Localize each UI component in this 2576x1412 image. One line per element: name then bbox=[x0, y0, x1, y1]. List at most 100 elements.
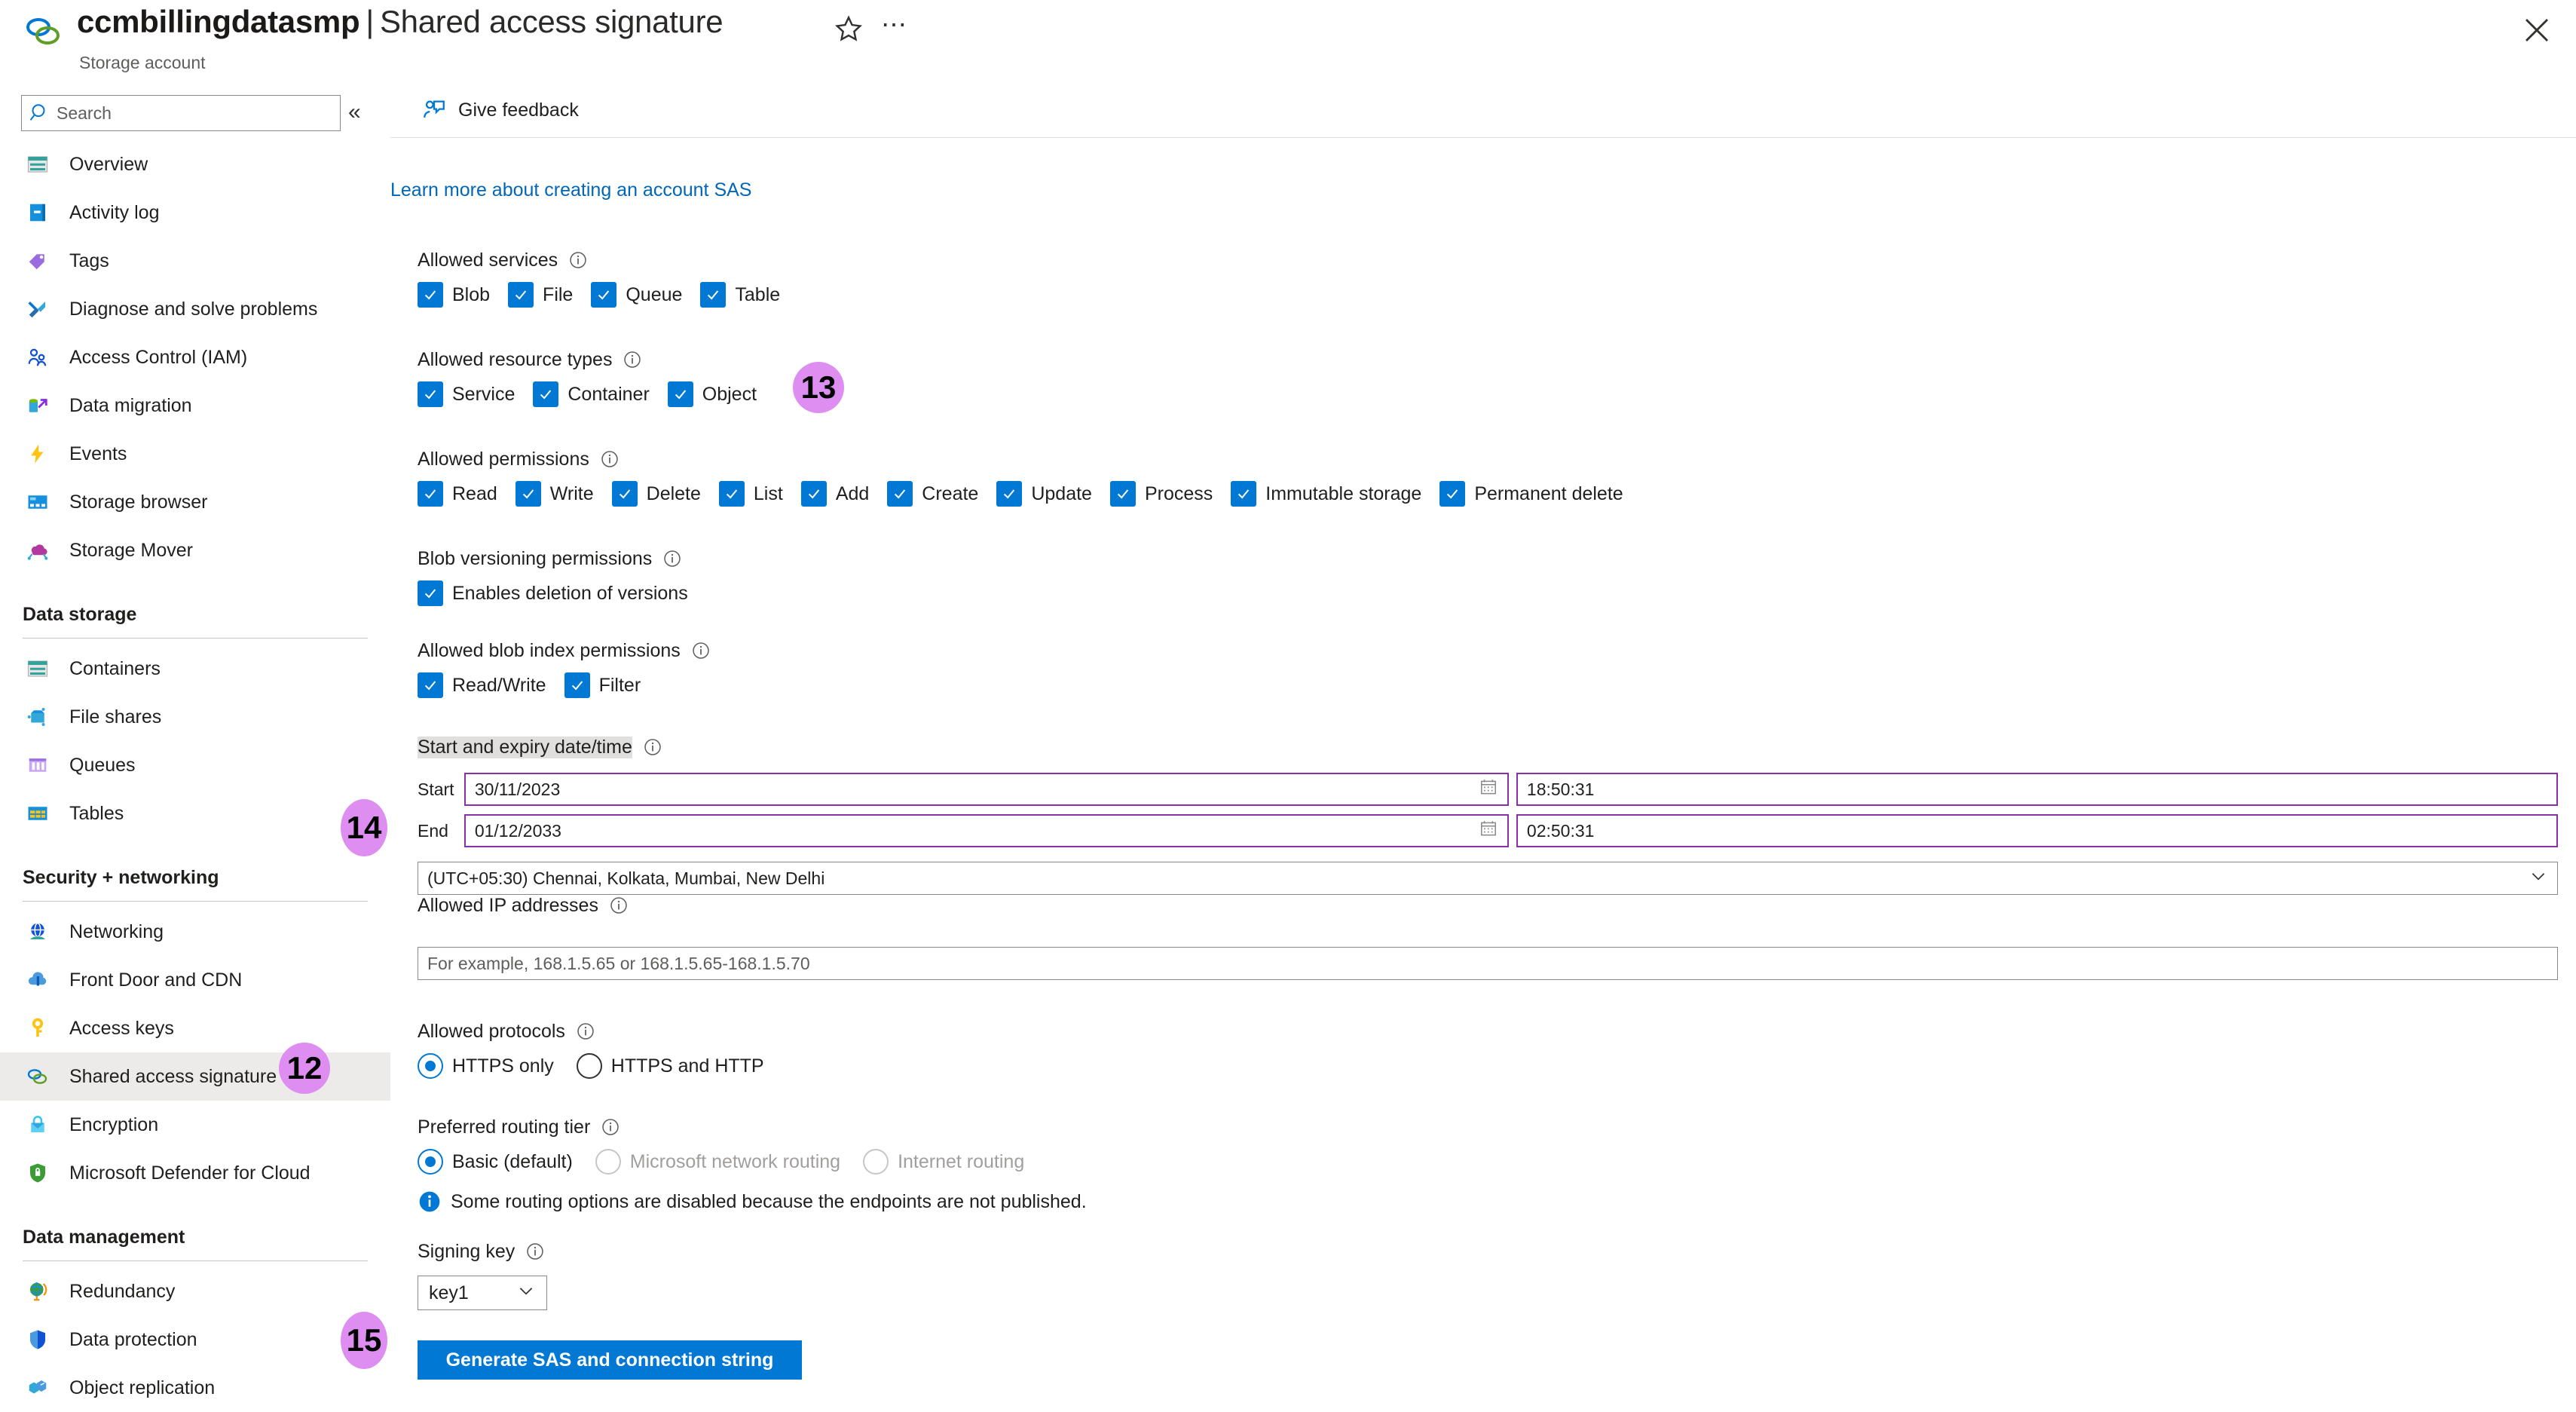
sidebar-item-tables[interactable]: Tables bbox=[0, 789, 390, 838]
check-icon[interactable] bbox=[1231, 481, 1257, 507]
check-icon[interactable] bbox=[1109, 481, 1136, 507]
chevron-down-icon[interactable] bbox=[516, 1281, 536, 1306]
info-icon[interactable] bbox=[599, 1116, 622, 1138]
checkbox-read-write[interactable]: Read/Write bbox=[418, 672, 546, 698]
sidebar-item-encryption[interactable]: Encryption bbox=[0, 1101, 390, 1149]
sidebar-item-overview[interactable]: Overview bbox=[0, 140, 390, 188]
search-input[interactable] bbox=[55, 103, 319, 124]
checkbox-permanent-delete[interactable]: Permanent delete bbox=[1439, 481, 1623, 507]
calendar-icon[interactable] bbox=[1479, 777, 1498, 801]
start-date-input[interactable]: 30/11/2023 bbox=[463, 773, 1509, 806]
info-icon[interactable] bbox=[574, 1020, 597, 1043]
start-time-input[interactable]: 18:50:31 bbox=[1516, 773, 2558, 806]
sidebar-item-data-protection[interactable]: Data protection bbox=[0, 1316, 390, 1364]
checkbox-queue[interactable]: Queue bbox=[591, 282, 682, 308]
checkbox-immutable-storage[interactable]: Immutable storage bbox=[1231, 481, 1421, 507]
sidebar-item-networking[interactable]: Networking bbox=[0, 908, 390, 956]
timezone-select[interactable]: (UTC+05:30) Chennai, Kolkata, Mumbai, Ne… bbox=[418, 862, 2558, 895]
checkbox-update[interactable]: Update bbox=[996, 481, 1092, 507]
sidebar-item-tags[interactable]: Tags bbox=[0, 237, 390, 285]
sidebar-item-data-migration[interactable]: Data migration bbox=[0, 381, 390, 430]
ellipsis-icon[interactable]: ⋯ bbox=[881, 11, 907, 39]
learn-more-link[interactable]: Learn more about creating an account SAS bbox=[390, 179, 752, 201]
check-icon[interactable] bbox=[887, 481, 913, 507]
generate-sas-button[interactable]: Generate SAS and connection string bbox=[418, 1340, 802, 1380]
checkbox-list[interactable]: List bbox=[718, 481, 783, 507]
checkbox-read[interactable]: Read bbox=[418, 481, 497, 507]
sidebar-item-file-shares[interactable]: File shares bbox=[0, 693, 390, 741]
check-icon[interactable] bbox=[515, 481, 541, 507]
checkbox-service[interactable]: Service bbox=[418, 381, 515, 407]
radio-icon[interactable] bbox=[418, 1053, 443, 1079]
check-icon[interactable] bbox=[418, 381, 443, 407]
sidebar-item-access-control-iam[interactable]: Access Control (IAM) bbox=[0, 333, 390, 381]
info-icon[interactable] bbox=[567, 249, 589, 271]
sidebar-item-activity-log[interactable]: Activity log bbox=[0, 188, 390, 237]
checkbox-delete[interactable]: Delete bbox=[611, 481, 701, 507]
signing-key-select[interactable]: key1 bbox=[418, 1276, 547, 1310]
info-icon[interactable] bbox=[598, 448, 621, 470]
sidebar-item-containers[interactable]: Containers bbox=[0, 645, 390, 693]
radio-icon[interactable] bbox=[418, 1149, 443, 1175]
check-icon[interactable] bbox=[418, 672, 443, 698]
sidebar-nav: Overview Activity log Tags Diagnose and … bbox=[0, 140, 390, 1412]
check-icon[interactable] bbox=[533, 381, 559, 407]
search-box[interactable] bbox=[21, 95, 341, 131]
check-icon[interactable] bbox=[996, 481, 1023, 507]
info-icon[interactable] bbox=[621, 348, 644, 371]
checkbox-add[interactable]: Add bbox=[800, 481, 869, 507]
sidebar-item-shared-access-signature[interactable]: Shared access signature bbox=[0, 1052, 390, 1101]
sidebar-item-microsoft-defender-for-cloud[interactable]: Microsoft Defender for Cloud bbox=[0, 1149, 390, 1197]
give-feedback-button[interactable]: Give feedback bbox=[421, 96, 579, 124]
check-icon[interactable] bbox=[800, 481, 827, 507]
info-icon[interactable] bbox=[690, 639, 712, 662]
check-icon[interactable] bbox=[591, 282, 617, 308]
checkbox-container[interactable]: Container bbox=[533, 381, 650, 407]
star-icon[interactable] bbox=[833, 14, 864, 45]
radio-https-and-http[interactable]: HTTPS and HTTP bbox=[576, 1053, 764, 1079]
end-date-input[interactable]: 01/12/2033 bbox=[463, 814, 1509, 847]
check-icon[interactable] bbox=[611, 481, 638, 507]
sidebar-item-access-keys[interactable]: Access keys bbox=[0, 1004, 390, 1052]
checkbox-process[interactable]: Process bbox=[1109, 481, 1213, 507]
check-icon[interactable] bbox=[418, 481, 443, 507]
calendar-icon[interactable] bbox=[1479, 819, 1498, 843]
chevron-down-icon[interactable] bbox=[2529, 866, 2548, 890]
sidebar-item-object-replication[interactable]: Object replication bbox=[0, 1364, 390, 1412]
sidebar-item-storage-mover[interactable]: Storage Mover bbox=[0, 526, 390, 574]
sidebar-item-redundancy[interactable]: Redundancy bbox=[0, 1267, 390, 1316]
radio-https-only[interactable]: HTTPS only bbox=[418, 1053, 554, 1079]
checkbox-table[interactable]: Table bbox=[700, 282, 780, 308]
checkbox-filter[interactable]: Filter bbox=[564, 672, 641, 698]
check-icon[interactable] bbox=[418, 580, 443, 606]
check-icon[interactable] bbox=[1439, 481, 1466, 507]
check-icon[interactable] bbox=[667, 381, 693, 407]
checkbox-create[interactable]: Create bbox=[887, 481, 978, 507]
checkbox-write[interactable]: Write bbox=[515, 481, 594, 507]
sidebar-item-diagnose-and-solve-problems[interactable]: Diagnose and solve problems bbox=[0, 285, 390, 333]
allowed-ip-addresses-input[interactable]: For example, 168.1.5.65 or 168.1.5.65-16… bbox=[418, 947, 2558, 980]
check-icon[interactable] bbox=[508, 282, 534, 308]
check-icon[interactable] bbox=[564, 672, 590, 698]
end-time-input[interactable]: 02:50:31 bbox=[1516, 814, 2558, 847]
checkbox-enables-deletion-of-versions[interactable]: Enables deletion of versions bbox=[418, 580, 688, 606]
sidebar-item-storage-browser[interactable]: Storage browser bbox=[0, 478, 390, 526]
checkbox-blob[interactable]: Blob bbox=[418, 282, 490, 308]
radio-icon[interactable] bbox=[576, 1053, 602, 1079]
check-icon[interactable] bbox=[700, 282, 727, 308]
info-icon[interactable] bbox=[524, 1240, 546, 1263]
radio-basic-default[interactable]: Basic (default) bbox=[418, 1149, 573, 1175]
info-icon[interactable] bbox=[641, 736, 664, 758]
checkbox-file[interactable]: File bbox=[508, 282, 573, 308]
close-icon[interactable] bbox=[2519, 12, 2555, 48]
allowed-resource-types-label: Allowed resource types bbox=[418, 348, 775, 371]
collapse-sidebar-icon[interactable]: « bbox=[348, 100, 361, 124]
sidebar-item-queues[interactable]: Queues bbox=[0, 741, 390, 789]
checkbox-object[interactable]: Object bbox=[667, 381, 757, 407]
sidebar-item-events[interactable]: Events bbox=[0, 430, 390, 478]
check-icon[interactable] bbox=[718, 481, 745, 507]
info-icon[interactable] bbox=[607, 894, 630, 917]
info-icon[interactable] bbox=[661, 547, 684, 570]
check-icon[interactable] bbox=[418, 282, 443, 308]
sidebar-item-front-door-and-cdn[interactable]: Front Door and CDN bbox=[0, 956, 390, 1004]
